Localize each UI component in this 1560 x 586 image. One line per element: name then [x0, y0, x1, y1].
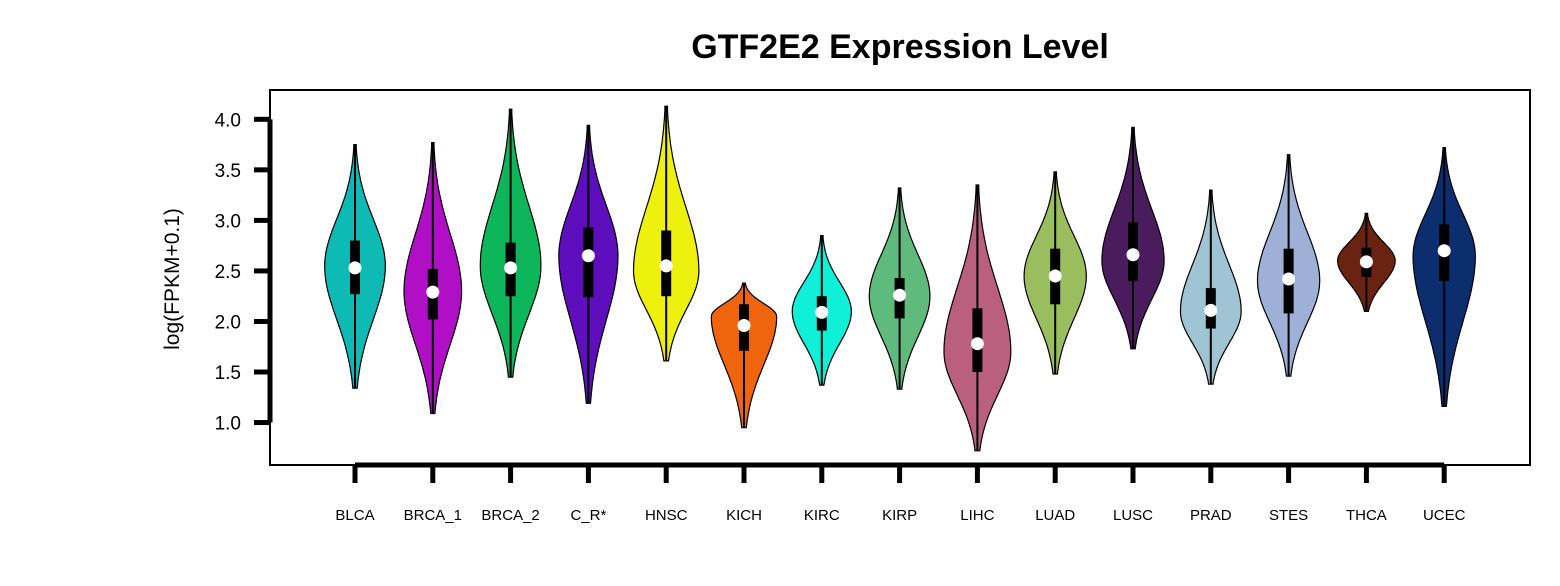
x-tick-label: BRCA_1	[404, 507, 462, 524]
y-tick-label: 3.0	[215, 211, 241, 232]
x-tick-label: KIRC	[804, 507, 840, 524]
violin-thca	[1336, 212, 1396, 312]
violin-median-dot	[1437, 244, 1451, 258]
x-tick-label: PRAD	[1190, 507, 1232, 524]
violin-brca-2	[479, 108, 542, 378]
violin-median-dot	[504, 261, 518, 275]
violin-kirp	[868, 187, 931, 390]
y-axis-label: log(FPKM+0.1)	[161, 208, 184, 350]
violin-median-dot	[1048, 269, 1062, 283]
x-tick-label: BLCA	[335, 507, 374, 524]
violin-median-dot	[737, 319, 751, 333]
violin-lihc	[943, 184, 1012, 452]
x-tick-label: BRCA_2	[481, 507, 539, 524]
x-tick-label: LIHC	[960, 507, 994, 524]
violin-prad	[1179, 189, 1242, 385]
violin-blca	[324, 144, 386, 389]
y-tick-label: 2.0	[215, 312, 241, 333]
x-tick-label: C_R*	[570, 507, 606, 524]
y-tick-label: 3.5	[215, 161, 241, 182]
violin-median-dot	[1282, 272, 1296, 286]
violin-median-dot	[426, 285, 440, 299]
violin-median-dot	[815, 305, 829, 319]
y-tick-label: 2.5	[215, 262, 241, 283]
chart-title: GTF2E2 Expression Level	[691, 28, 1109, 66]
violins	[324, 105, 1476, 452]
violin-stes	[1256, 154, 1321, 377]
violin-median-dot	[659, 259, 673, 273]
x-tick-label: STES	[1269, 507, 1308, 524]
violin-c-r-	[558, 124, 619, 404]
x-tick-label: KIRP	[882, 507, 917, 524]
violin-median-dot	[1204, 303, 1218, 317]
violin-lusc	[1101, 126, 1165, 350]
violin-median-dot	[1126, 248, 1140, 262]
x-tick-label: THCA	[1346, 507, 1387, 524]
violin-iqr-box	[583, 227, 594, 298]
violin-kich	[710, 282, 778, 429]
violin-kirc	[791, 235, 852, 386]
x-tick-label: HNSC	[645, 507, 688, 524]
x-tick-label: LUSC	[1113, 507, 1153, 524]
violin-median-dot	[581, 249, 595, 263]
x-tick-label: UCEC	[1423, 507, 1466, 524]
violin-median-dot	[348, 261, 362, 275]
violin-ucec	[1412, 147, 1476, 407]
violin-median-dot	[970, 337, 984, 351]
violin-brca-1	[403, 142, 463, 415]
violin-median-dot	[1359, 255, 1373, 269]
y-tick-label: 1.0	[215, 414, 241, 435]
x-tick-label: LUAD	[1035, 507, 1075, 524]
violin-hnsc	[632, 105, 700, 362]
x-axis: BLCA BRCA_1 BRCA_2 C_R* HNSC KICH KIRC KIRP LIHC…	[335, 462, 1466, 524]
y-tick-label: 1.5	[215, 363, 241, 384]
y-axis: 1.0 1.5 2.0 2.5 3.0 3.5 4.0	[215, 110, 273, 435]
x-tick-label: KICH	[726, 507, 762, 524]
violin-median-dot	[893, 288, 907, 302]
y-tick-label: 4.0	[215, 110, 241, 131]
violin-luad	[1023, 171, 1087, 375]
